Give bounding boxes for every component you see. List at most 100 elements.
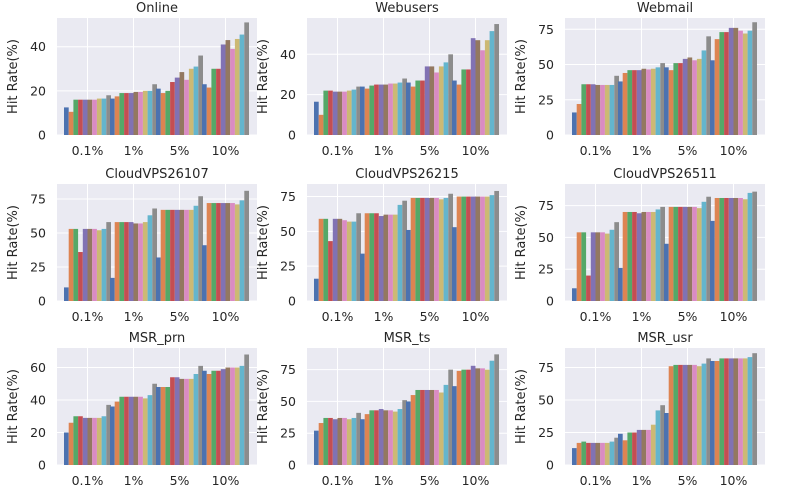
bar <box>595 232 601 301</box>
bar <box>609 229 615 301</box>
bar <box>156 387 161 465</box>
bar <box>73 416 79 465</box>
bar <box>738 358 743 465</box>
bar <box>211 370 217 465</box>
bar <box>406 82 411 135</box>
bar <box>356 412 361 465</box>
bar <box>133 91 139 135</box>
bar <box>87 417 93 466</box>
bar <box>318 114 324 135</box>
bar <box>110 277 115 301</box>
subplot-title: CloudVPS26215 <box>355 167 458 182</box>
bar <box>632 211 637 301</box>
bar <box>170 377 175 465</box>
bar <box>323 218 329 301</box>
bar <box>230 367 235 465</box>
subplot-title: Online <box>136 1 178 16</box>
bar <box>184 378 189 466</box>
bar <box>383 214 389 301</box>
bar <box>165 209 171 301</box>
bar <box>719 358 725 465</box>
x-tick-label: 0.1% <box>580 473 612 488</box>
bar <box>609 441 615 465</box>
bar <box>687 364 693 465</box>
bar <box>475 196 481 301</box>
bar <box>701 363 707 465</box>
bar <box>101 228 107 301</box>
y-axis-label: Hit Rate(%) <box>6 369 21 444</box>
bar <box>452 386 457 465</box>
bar <box>590 84 596 135</box>
bar <box>461 69 467 135</box>
bar <box>383 84 389 135</box>
y-tick-label: 75 <box>280 362 296 377</box>
x-tick-label: 10% <box>462 473 490 488</box>
y-tick-label: 75 <box>538 22 554 37</box>
subplot-2: 0 25 50 75 0.1% 1% 5% 10% Webmail Hit Rate(%) <box>514 1 765 158</box>
bar <box>452 227 457 301</box>
bar <box>728 27 734 135</box>
y-axis-label: Hit Rate(%) <box>514 39 529 114</box>
x-tick-label: 5% <box>420 309 440 324</box>
y-axis-label: Hit Rate(%) <box>256 369 271 444</box>
bar <box>724 197 729 301</box>
subplot-4: 0 25 50 75 0.1% 1% 5% 10% CloudVPS26215 Hit Rate(… <box>256 167 507 324</box>
bar <box>576 232 582 301</box>
subplot-5: 0 25 50 75 0.1% 1% 5% 10% CloudVPS26511 Hit Rate(… <box>514 167 765 324</box>
bar <box>239 34 245 136</box>
bar <box>220 369 226 466</box>
bar <box>636 213 642 301</box>
bar <box>752 353 757 465</box>
bar <box>614 222 619 301</box>
bar <box>342 417 347 465</box>
bar <box>351 417 357 465</box>
bar <box>622 440 628 465</box>
bar <box>128 396 134 465</box>
bar <box>747 30 753 135</box>
bar <box>392 214 398 301</box>
y-tick-label: 60 <box>30 360 46 375</box>
bar <box>323 417 329 465</box>
bar <box>328 241 333 301</box>
bar <box>586 84 591 135</box>
y-tick-label: 75 <box>280 189 296 204</box>
bar <box>424 389 430 465</box>
bar <box>604 442 610 465</box>
bar <box>346 221 352 301</box>
bar <box>397 82 403 135</box>
bar <box>470 196 476 301</box>
bar <box>374 213 379 301</box>
x-tick-label: 1% <box>632 143 652 158</box>
subplot-6: 0 20 40 60 0.1% 1% 5% 10% MSR_prn Hit Rate(%) <box>6 331 257 488</box>
bar <box>456 196 462 301</box>
y-tick-label: 0 <box>288 294 296 309</box>
bar <box>480 368 485 465</box>
bar <box>494 354 499 465</box>
bar <box>636 70 642 135</box>
bar <box>68 422 74 465</box>
y-tick-label: 25 <box>538 425 554 440</box>
bar <box>64 107 69 135</box>
bar <box>660 63 665 135</box>
bar <box>378 216 384 301</box>
bar <box>590 232 596 301</box>
bar <box>160 209 166 301</box>
bar <box>114 401 120 466</box>
bar <box>424 197 430 301</box>
bar <box>119 93 125 135</box>
x-tick-label: 10% <box>720 143 748 158</box>
x-tick-label: 0.1% <box>72 143 104 158</box>
y-tick-label: 0 <box>38 128 46 143</box>
y-tick-label: 0 <box>288 458 296 473</box>
bar <box>147 90 153 135</box>
bar <box>438 66 444 135</box>
bar <box>360 419 365 465</box>
bar <box>206 203 212 301</box>
bar <box>434 72 439 135</box>
bar <box>397 409 403 465</box>
bar <box>443 197 449 301</box>
bar <box>230 203 235 301</box>
bar <box>364 414 370 465</box>
bar <box>73 228 79 301</box>
